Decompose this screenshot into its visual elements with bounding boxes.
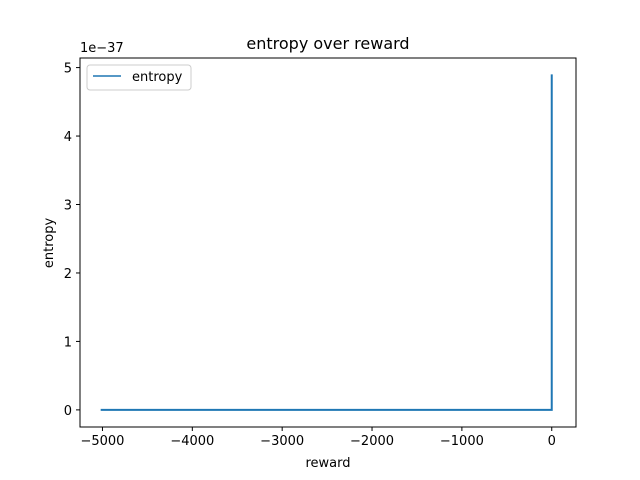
chart-title: entropy over reward	[246, 34, 409, 53]
y-tick-label: 0	[64, 404, 72, 419]
y-axis: 0 1 2 3 4 5	[64, 62, 80, 419]
legend-label-entropy: entropy	[132, 70, 183, 85]
x-axis: −5000 −4000 −3000 −2000 −1000 0	[80, 427, 556, 449]
legend: entropy	[86, 64, 192, 91]
x-tick-label: −4000	[170, 434, 214, 449]
y-tick-label: 3	[64, 199, 72, 214]
x-tick-label: −3000	[260, 434, 304, 449]
y-tick-label: 5	[64, 62, 72, 77]
legend-box	[86, 64, 192, 91]
plot-area	[100, 74, 553, 411]
axes-frame	[79, 57, 577, 428]
y-tick-label: 1	[64, 335, 72, 350]
x-tick-label: −5000	[80, 434, 124, 449]
y-axis-label: entropy	[42, 218, 57, 269]
y-scale-label: 1e−37	[80, 41, 124, 56]
x-tick-label: −1000	[440, 434, 484, 449]
x-axis-label: reward	[305, 456, 350, 471]
y-tick-label: 4	[64, 130, 72, 145]
series-line-entropy	[100, 74, 553, 411]
x-tick-label: −2000	[350, 434, 394, 449]
x-tick-label: 0	[548, 434, 556, 449]
y-tick-label: 2	[64, 267, 72, 282]
